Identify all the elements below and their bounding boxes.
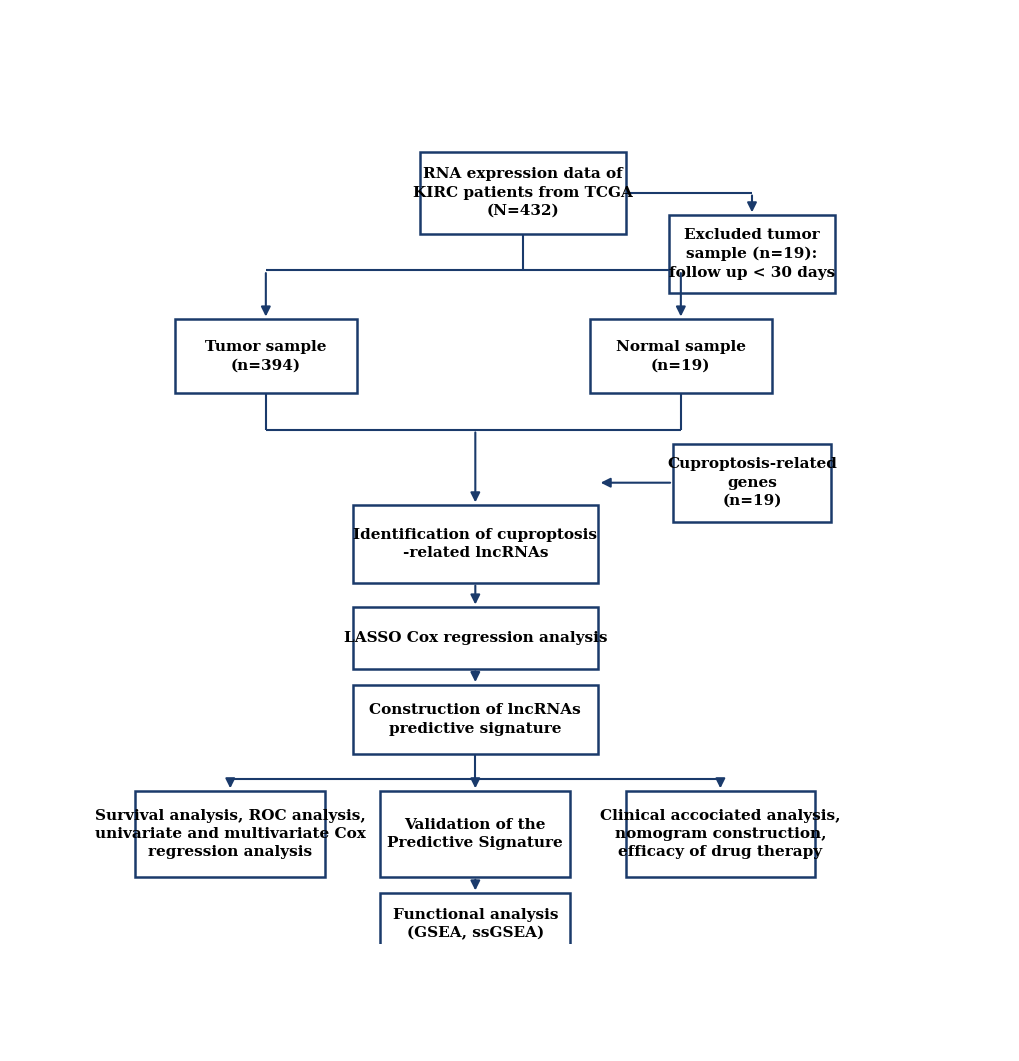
FancyBboxPatch shape	[380, 893, 570, 955]
FancyBboxPatch shape	[420, 152, 625, 233]
FancyBboxPatch shape	[175, 319, 357, 393]
FancyBboxPatch shape	[353, 607, 597, 668]
Text: Cuproptosis-related
genes
(n=19): Cuproptosis-related genes (n=19)	[666, 457, 837, 508]
Text: LASSO Cox regression analysis: LASSO Cox regression analysis	[343, 631, 606, 645]
FancyBboxPatch shape	[589, 319, 771, 393]
Text: Survival analysis, ROC analysis,
univariate and multivariate Cox
regression anal: Survival analysis, ROC analysis, univari…	[95, 808, 366, 859]
FancyBboxPatch shape	[136, 792, 325, 876]
FancyBboxPatch shape	[353, 505, 597, 582]
Text: Validation of the
Predictive Signature: Validation of the Predictive Signature	[387, 818, 562, 850]
Text: Excluded tumor
sample (n=19):
follow up < 30 days: Excluded tumor sample (n=19): follow up …	[668, 228, 835, 280]
FancyBboxPatch shape	[380, 792, 570, 876]
Text: Clinical accociated analysis,
nomogram construction,
efficacy of drug therapy: Clinical accociated analysis, nomogram c…	[599, 808, 840, 859]
FancyBboxPatch shape	[353, 685, 597, 754]
Text: RNA expression data of
KIRC patients from TCGA
(N=432): RNA expression data of KIRC patients fro…	[413, 168, 632, 219]
FancyBboxPatch shape	[668, 215, 835, 293]
Text: Construction of lncRNAs
predictive signature: Construction of lncRNAs predictive signa…	[369, 703, 581, 736]
Text: Functional analysis
(GSEA, ssGSEA): Functional analysis (GSEA, ssGSEA)	[392, 907, 557, 940]
Text: Tumor sample
(n=394): Tumor sample (n=394)	[205, 340, 326, 372]
Text: Normal sample
(n=19): Normal sample (n=19)	[615, 340, 745, 372]
Text: Identification of cuproptosis
-related lncRNAs: Identification of cuproptosis -related l…	[353, 527, 597, 560]
FancyBboxPatch shape	[673, 443, 830, 522]
FancyBboxPatch shape	[625, 792, 814, 876]
